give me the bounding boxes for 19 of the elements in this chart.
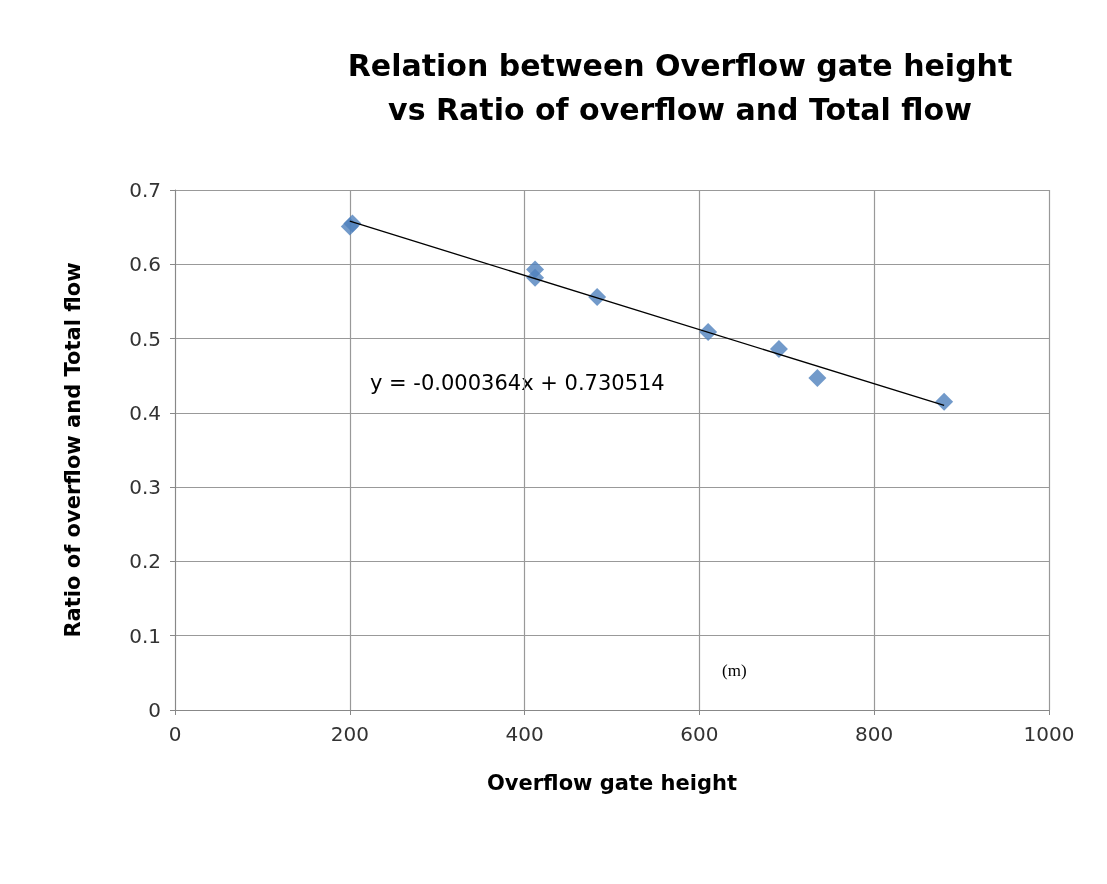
x-tick-label: 200 xyxy=(330,722,369,746)
x-axis-title: Overflow gate height xyxy=(486,770,738,795)
y-tick-label: 0.6 xyxy=(129,252,161,277)
x-tick-label: 0 xyxy=(168,722,182,746)
y-tick-label: 0.4 xyxy=(129,400,161,425)
y-tick-label: 0.2 xyxy=(129,549,161,574)
x-tick-label: 400 xyxy=(505,722,544,746)
y-tick-label: 0.3 xyxy=(129,475,161,500)
y-tick-label: 0.1 xyxy=(129,623,161,648)
x-tick-label: 600 xyxy=(680,722,719,746)
chart-title: Relation between Overflow gate height vs Ratio of overflow and Total flow xyxy=(347,47,1013,127)
annotation: (m) xyxy=(722,661,747,680)
y-tick-label: 0.5 xyxy=(129,326,161,351)
y-tick-label: 0.7 xyxy=(129,178,161,202)
x-tick-label: 800 xyxy=(855,722,894,746)
y-axis-title: Ratio of overflow and Total flow xyxy=(60,262,85,638)
x-tick-label: 1000 xyxy=(1023,722,1075,746)
annotation: y = -0.000364x + 0.730514 xyxy=(370,370,665,395)
y-tick-label: 0 xyxy=(148,698,161,722)
